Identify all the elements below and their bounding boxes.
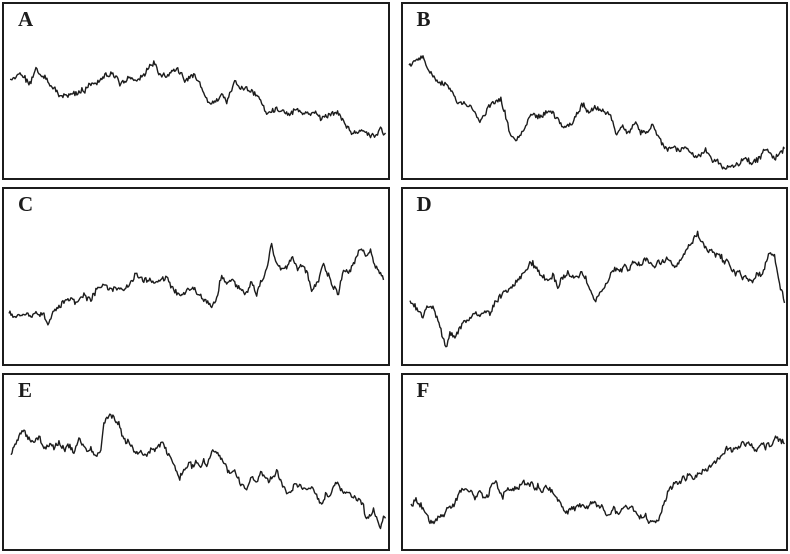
panel-label-f: F: [416, 377, 430, 402]
panel-f: F: [400, 372, 788, 551]
panel-b: B: [400, 2, 788, 181]
panel-label-d: D: [416, 192, 433, 217]
panel-label-e: E: [18, 377, 33, 402]
waveform-b: [407, 55, 785, 170]
panel-label-c: C: [18, 192, 34, 217]
panel-e: E: [2, 372, 390, 551]
waveform-f: [409, 435, 785, 524]
waveform-d: [408, 230, 785, 348]
waveform-a: [9, 60, 387, 139]
panel-a: A: [2, 2, 390, 181]
waveform-c: [8, 243, 385, 326]
panel-d: D: [400, 187, 788, 366]
panel-c: C: [2, 187, 390, 366]
panel-label-a: A: [18, 7, 34, 31]
panel-label-b: B: [416, 7, 432, 31]
waveform-e: [10, 413, 387, 529]
